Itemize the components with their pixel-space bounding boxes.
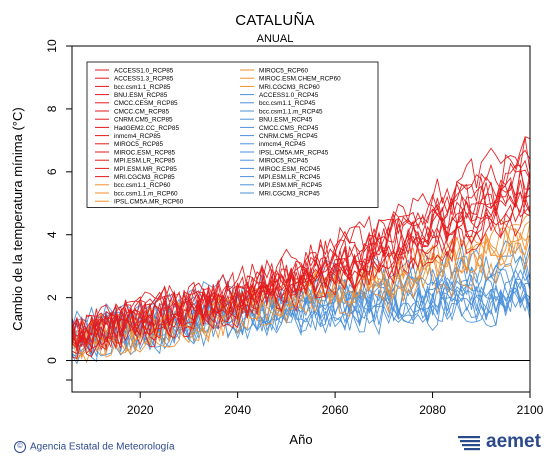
legend-label: MPI.ESM.MR_RCP45 (259, 182, 322, 189)
legend-label: BNU.ESM_RCP85 (114, 92, 168, 99)
legend-label: MIROC.ESM_RCP45 (259, 166, 321, 173)
legend-label: MIROC5_RCP85 (114, 141, 163, 148)
chart-subtitle: ANUAL (256, 33, 294, 45)
credit-text: Agencia Estatal de Meteorología (30, 441, 175, 453)
y-tick-label: 10 (45, 39, 59, 53)
x-tick-label: 2100 (517, 403, 544, 417)
legend-label: MIROC.ESM.CHEM_RCP60 (259, 76, 341, 83)
series-line-cmcc-cms-rcp45 (71, 286, 531, 363)
legend-box (86, 61, 379, 208)
footer-credit: © Agencia Estatal de Meteorología (14, 441, 175, 453)
legend-label: CNRM.CM5_RCP85 (114, 117, 173, 124)
x-axis-label: Año (289, 432, 312, 447)
legend: ACCESS1.0_RCP85ACCESS1.3_RCP85bcc.csm1.1… (86, 61, 379, 208)
logo-text: aemet (486, 431, 541, 452)
legend-label: MIROC.ESM_RCP85 (114, 149, 176, 156)
y-tick-label: 4 (45, 231, 59, 238)
legend-label: bcc.csm1.1_RCP60 (114, 182, 171, 189)
legend-label: MPI.ESM.LR_RCP45 (259, 174, 321, 181)
series-line-cnrm-cm5-rcp85 (71, 136, 531, 350)
legend-label: MPI.ESM.MR_RCP85 (114, 166, 177, 173)
legend-label: bcc.csm1.1_RCP85 (114, 84, 171, 91)
series-line-access1-0-rcp45 (71, 254, 531, 342)
legend-label: MPI.ESM.LR_RCP85 (114, 158, 176, 165)
series-line-inmcm4-rcp85 (71, 165, 531, 343)
legend-label: ACCESS1.3_RCP85 (114, 76, 174, 83)
legend-label: MIROC5_RCP45 (259, 158, 308, 165)
legend-label: bcc.csm1.1.m_RCP45 (259, 108, 323, 115)
plot-frame (71, 45, 531, 393)
x-tick-label: 2040 (224, 403, 251, 417)
x-tick-label: 2020 (127, 403, 154, 417)
copyright-icon: © (14, 441, 26, 453)
series-line-access1-3-rcp85 (71, 184, 531, 350)
series-line-miroc-esm-chem-rcp60 (71, 220, 531, 357)
legend-label: bcc.csm1.1.m_RCP60 (114, 190, 178, 197)
aemet-logo: aemet (458, 431, 548, 455)
y-tick-label: 2 (45, 294, 59, 301)
legend-label: inmcm4_RCP85 (114, 133, 161, 140)
series-line-cmcc-cesm-rcp85 (71, 137, 531, 351)
series-layer (71, 136, 531, 365)
legend-label: MRI.CGCM3_RCP85 (114, 174, 175, 181)
x-tick-label: 2080 (419, 403, 446, 417)
legend-label: IPSL.CM5A.MR_RCP45 (259, 149, 329, 156)
y-tick-label: 0 (45, 357, 59, 364)
legend-label: CMCC.CESM_RCP85 (114, 100, 178, 107)
axis-layer: 0 2 4 6 8 10 2020 2040 2060 2080 2100 (45, 39, 544, 417)
y-tick-label: 6 (45, 168, 59, 175)
legend-label: bcc.csm1.1_RCP45 (259, 100, 316, 107)
y-tick-label: 8 (45, 105, 59, 112)
x-tick-label: 2060 (322, 403, 349, 417)
legend-label: ACCESS1.0_RCP85 (114, 67, 174, 74)
legend-label: CMCC.CMS_RCP45 (259, 125, 319, 132)
legend-label: CNRM.CM5_RCP45 (259, 133, 318, 140)
legend-label: MRI.CGCM3_RCP60 (259, 84, 320, 91)
series-line-mri-cgcm3-rcp85 (71, 201, 531, 360)
series-line-mpi-esm-lr-rcp85 (71, 149, 531, 347)
series-line-miroc5-rcp85 (71, 198, 531, 349)
legend-label: HadGEM2.CC_RCP85 (114, 125, 179, 132)
chart-title: CATALUÑA (235, 12, 315, 29)
legend-label: CMCC.CM_RCP85 (114, 108, 169, 115)
legend-label: BNU.ESM_RCP45 (259, 117, 313, 124)
aemet-logo-icon (458, 436, 480, 451)
legend-label: ACCESS1.0_RCP45 (259, 92, 319, 99)
legend-label: inmcm4_RCP45 (259, 141, 306, 148)
legend-label: MRI.CGCM3_RCP45 (259, 190, 320, 197)
series-line-hadgem2-cc-rcp85 (71, 159, 531, 348)
legend-label: MIROC5_RCP60 (259, 67, 308, 74)
y-axis-label: Cambio de la temperatura mínima (°C) (10, 107, 25, 330)
legend-label: IPSL.CM5A.MR_RCP60 (114, 199, 184, 206)
